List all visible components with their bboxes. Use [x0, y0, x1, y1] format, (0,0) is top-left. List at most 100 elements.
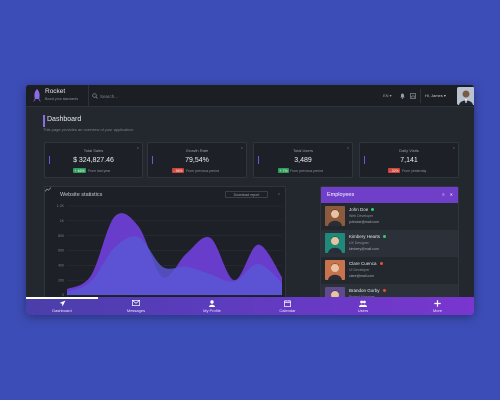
stat-note: From previous period	[186, 168, 220, 173]
status-dot	[371, 208, 375, 212]
nav-item-more[interactable]: More	[401, 297, 474, 315]
search-icon	[92, 93, 98, 99]
brand-name: Rocket	[45, 88, 66, 95]
rocket-icon	[26, 300, 98, 307]
y-tick-label: 600	[58, 249, 64, 253]
employees-card: Employees ≡ ✕ John Doe Web Developer johnd…	[320, 186, 459, 306]
employee-name: Kimbery Hearts	[349, 234, 387, 239]
status-dot	[382, 289, 386, 293]
y-tick-label: 200	[58, 278, 64, 282]
area-chart: 1.2K 1K 800 600 400 200 0	[57, 204, 282, 297]
employee-role: Web Developer	[349, 214, 374, 218]
close-icon[interactable]: ×	[240, 145, 243, 150]
employee-name-text: Kimbery Hearts	[349, 234, 381, 239]
y-tick-label: 400	[58, 264, 64, 268]
search-box[interactable]	[92, 91, 212, 101]
stat-card-growth-rate: × Growth Rate 79,54% - 56% From previous…	[147, 142, 247, 178]
stat-label: Total Users	[292, 148, 313, 153]
stat-change-badge: - 56%	[172, 168, 185, 173]
user-photo	[457, 87, 474, 105]
stat-card-total-sales: × Total Sales $ 324,827.46 + 46% From la…	[44, 142, 143, 178]
nav-item-dashboard[interactable]: Dashboard	[26, 297, 98, 315]
stat-change-badge: + 46%	[73, 168, 87, 173]
nav-label: Calendar	[279, 308, 296, 313]
employee-photo	[325, 233, 345, 253]
employees-title: Employees	[327, 192, 355, 198]
stat-change-badge: + 7%	[278, 168, 290, 173]
employee-row[interactable]: Clare Cuenca UI Developer clare@mail.com	[321, 257, 458, 284]
employee-role: UX Designer	[349, 241, 369, 245]
main-content: Dashboard This page provides an overview…	[26, 108, 474, 306]
employee-name: Clare Cuenca	[349, 261, 383, 266]
language-select[interactable]: EN ▾	[383, 93, 392, 98]
nav-label: Messages	[126, 308, 146, 313]
download-report-button[interactable]: Download report	[225, 191, 268, 198]
stat-note: From last year	[88, 168, 111, 173]
user-menu[interactable]: Hi, James ▾	[425, 93, 446, 98]
stat-card-total-users: × Total Users 3,489 + 7% From previous p…	[253, 142, 353, 178]
stat-value: 3,489	[294, 157, 312, 164]
close-icon[interactable]: ×	[277, 191, 280, 196]
search-input[interactable]	[100, 91, 210, 101]
stat-label: Growth Rate	[185, 148, 209, 153]
employee-email[interactable]: kimbery@mail.com	[349, 247, 379, 251]
stat-accent	[49, 156, 50, 164]
employee-role: UI Developer	[349, 268, 370, 272]
nav-item-users[interactable]: Users	[325, 297, 401, 315]
nav-item-calendar[interactable]: Calendar	[250, 297, 325, 315]
page-subtitle: This page provides an overview of your a…	[43, 127, 134, 132]
close-icon[interactable]: ×	[346, 145, 349, 150]
stat-note: From previous period	[290, 168, 324, 173]
users-icon	[325, 300, 401, 307]
nav-item-my-profile[interactable]: My Profile	[174, 297, 250, 315]
nav-label: My Profile	[203, 308, 221, 313]
employee-photo	[325, 206, 345, 226]
y-tick-label: 0	[62, 293, 64, 297]
employees-header: Employees ≡ ✕	[321, 187, 458, 203]
chart-icon[interactable]	[410, 93, 416, 99]
stat-note: From yesterday	[402, 168, 427, 173]
employee-name: John Doe	[349, 207, 375, 212]
area-series-2	[67, 236, 282, 295]
employees-controls[interactable]: ≡ ✕	[442, 192, 455, 197]
brand-tagline: Boost your standards	[45, 97, 79, 101]
employee-name: Brandon Gorby	[349, 288, 386, 293]
stat-value: $ 324,827.46	[73, 157, 114, 164]
stat-accent	[258, 156, 259, 164]
nav-label: Dashboard	[52, 308, 72, 313]
close-icon[interactable]: ×	[452, 145, 455, 150]
nav-label: More	[432, 308, 443, 313]
calendar-icon	[250, 300, 325, 307]
stat-card-daily-visits: × Daily Visits 7,141 - 32% From yesterda…	[359, 142, 459, 178]
brand[interactable]: Rocket Boost your standards	[26, 85, 89, 107]
chart-title: Website statistics	[60, 192, 103, 198]
employee-row[interactable]: Kimbery Hearts UX Designer kimbery@mail.co…	[321, 230, 458, 257]
avatar[interactable]	[457, 87, 474, 105]
employee-name-text: John Doe	[349, 207, 369, 212]
employee-email[interactable]: clare@mail.com	[349, 274, 375, 278]
stat-change-badge: - 32%	[388, 168, 401, 173]
stat-value: 7,141	[400, 157, 418, 164]
employee-email[interactable]: johndoe@mail.com	[349, 220, 380, 224]
envelope-icon	[98, 300, 174, 307]
title-accent	[43, 115, 45, 127]
page-title: Dashboard	[47, 116, 82, 123]
app-window: Rocket Boost your standards EN ▾ Hi, Jam…	[26, 85, 474, 315]
top-bar: Rocket Boost your standards EN ▾ Hi, Jam…	[26, 85, 474, 107]
nav-item-messages[interactable]: Messages	[98, 297, 174, 315]
employee-row[interactable]: John Doe Web Developer johndoe@mail.com	[321, 203, 458, 230]
plus-icon	[401, 300, 474, 307]
bell-icon[interactable]	[400, 93, 405, 99]
employee-name-text: Brandon Gorby	[349, 288, 380, 293]
stat-value: 79,54%	[185, 157, 209, 164]
stat-accent	[152, 156, 153, 164]
y-tick-label: 800	[58, 234, 64, 238]
divider	[420, 89, 421, 103]
y-tick-label: 1.2K	[57, 204, 65, 208]
close-icon[interactable]: ×	[136, 145, 139, 150]
stat-label: Total Sales	[83, 148, 104, 153]
nav-label: Users	[357, 308, 369, 313]
line-chart-icon	[45, 187, 51, 192]
rocket-logo-icon	[33, 89, 41, 102]
employee-photo	[325, 260, 345, 280]
